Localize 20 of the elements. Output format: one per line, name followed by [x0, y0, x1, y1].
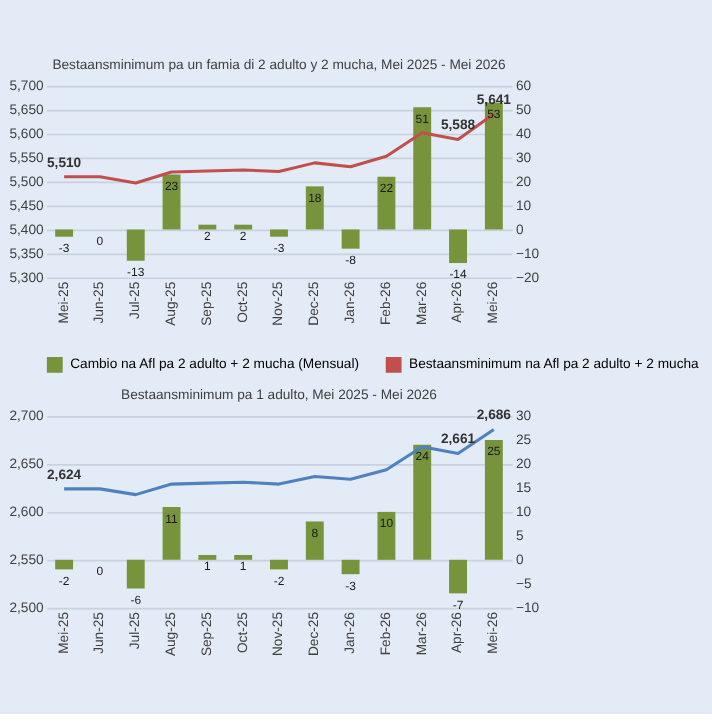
- bar: [55, 559, 74, 570]
- bar: [270, 559, 288, 570]
- bar: [449, 559, 467, 594]
- bar: [484, 102, 503, 230]
- bar: [449, 229, 467, 264]
- bar: [270, 229, 288, 237]
- bar: [126, 229, 145, 261]
- bar: [377, 511, 396, 560]
- bar: [55, 229, 74, 237]
- bar: [377, 176, 396, 230]
- bar: [413, 107, 432, 230]
- bar: [341, 229, 360, 249]
- bar: [413, 444, 432, 560]
- bar: [162, 507, 181, 560]
- bar: [305, 521, 324, 560]
- bar: [484, 440, 503, 560]
- bar: [126, 559, 145, 589]
- bar: [162, 174, 181, 230]
- bar: [305, 186, 324, 230]
- bar: [341, 559, 360, 575]
